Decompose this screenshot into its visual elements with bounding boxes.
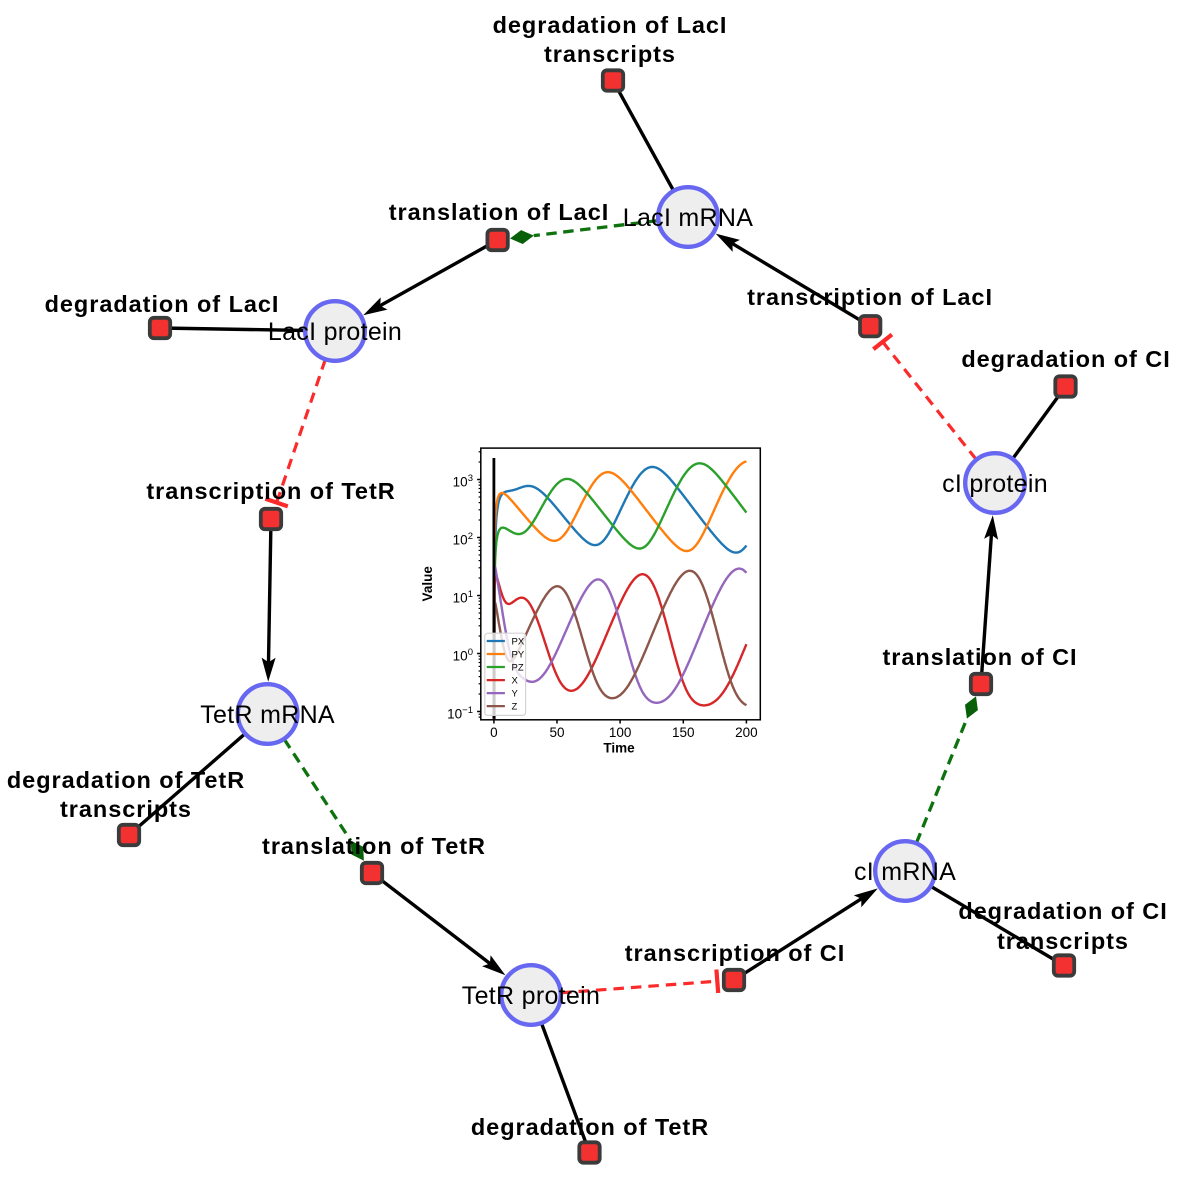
svg-text:50: 50 <box>549 725 564 740</box>
svg-text:transcripts: transcripts <box>60 796 192 822</box>
svg-text:PX: PX <box>512 636 525 647</box>
svg-text:150: 150 <box>672 725 695 740</box>
svg-text:LacI mRNA: LacI mRNA <box>623 204 754 232</box>
svg-text:PZ: PZ <box>512 662 524 673</box>
svg-text:transcription of CI: transcription of CI <box>625 940 845 966</box>
svg-text:0: 0 <box>490 725 498 740</box>
svg-text:transcripts: transcripts <box>544 41 676 67</box>
svg-text:X: X <box>512 675 519 686</box>
svg-text:Z: Z <box>512 701 518 712</box>
svg-text:Time: Time <box>603 741 635 756</box>
svg-text:degradation of LacI: degradation of LacI <box>45 291 280 317</box>
svg-text:degradation of CI: degradation of CI <box>958 898 1167 924</box>
svg-text:degradation of CI: degradation of CI <box>961 346 1170 372</box>
svg-text:transcription of TetR: transcription of TetR <box>146 478 395 504</box>
svg-text:PY: PY <box>512 649 525 660</box>
svg-text:LacI protein: LacI protein <box>268 318 402 346</box>
svg-text:degradation of TetR: degradation of TetR <box>7 767 245 793</box>
svg-text:Y: Y <box>512 688 519 699</box>
svg-text:cI mRNA: cI mRNA <box>854 858 956 886</box>
svg-text:cI protein: cI protein <box>942 470 1048 498</box>
svg-text:transcripts: transcripts <box>997 928 1129 954</box>
svg-text:translation of TetR: translation of TetR <box>262 833 486 859</box>
svg-text:100: 100 <box>609 725 632 740</box>
svg-text:transcription of LacI: transcription of LacI <box>747 284 993 310</box>
svg-text:TetR mRNA: TetR mRNA <box>200 701 335 729</box>
svg-text:translation of LacI: translation of LacI <box>389 199 609 225</box>
svg-text:degradation of LacI: degradation of LacI <box>493 12 728 38</box>
svg-text:translation of CI: translation of CI <box>882 644 1077 670</box>
svg-text:200: 200 <box>735 725 758 740</box>
svg-text:TetR protein: TetR protein <box>462 982 600 1010</box>
svg-text:Value: Value <box>420 566 435 602</box>
svg-text:degradation of TetR: degradation of TetR <box>471 1114 709 1140</box>
